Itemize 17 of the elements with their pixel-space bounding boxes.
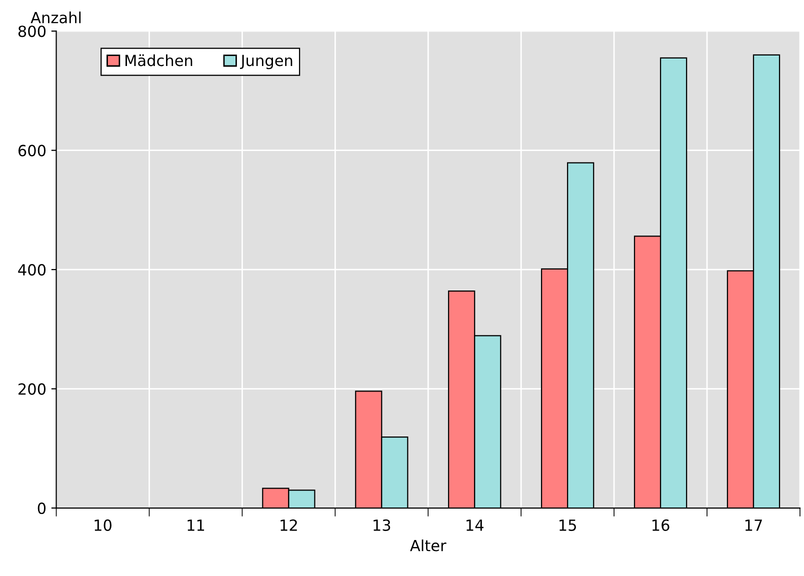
x-tick-label: 17 [745,520,762,531]
y-tick-label: 600 [18,144,46,156]
x-axis-title: Alter [410,539,446,552]
legend-label: Mädchen [126,54,192,66]
y-axis-title: Anzahl [30,12,81,24]
x-tick-label: 12 [280,519,297,531]
y-tick-label: 200 [18,383,46,395]
x-tick-label: 14 [466,520,484,531]
x-tick-label: 15 [560,520,576,531]
x-tick-label: 10 [94,519,112,531]
y-tick-label: 0 [38,502,46,514]
legend-label: Jungen [240,54,292,70]
y-tick-label: 800 [18,26,46,38]
x-tick-label: 13 [374,519,390,531]
x-tick-label: 16 [652,519,670,531]
x-tick-label: 11 [188,520,204,531]
y-tick-label: 400 [18,264,46,276]
